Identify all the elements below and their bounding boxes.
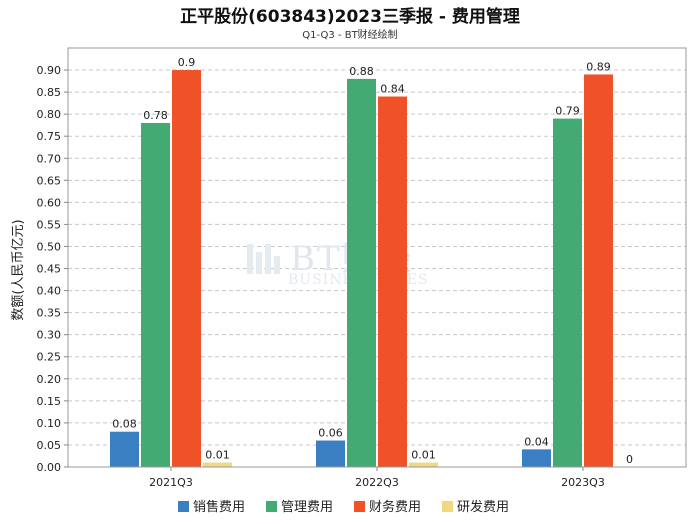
- x-tick-label: 2021Q3: [149, 476, 193, 489]
- y-tick-label: 0.65: [37, 174, 62, 187]
- bar: [409, 462, 438, 467]
- legend-label: 销售费用: [193, 499, 245, 515]
- data-label: 0.84: [380, 83, 405, 96]
- legend: 销售费用 管理费用 财务费用 研发费用: [178, 499, 509, 515]
- bar: [522, 449, 551, 467]
- bar: [110, 431, 139, 467]
- bar: [378, 96, 407, 467]
- watermark-logo-icon: [247, 244, 280, 274]
- y-tick-label: 0.30: [37, 329, 62, 342]
- data-label: 0.08: [112, 418, 137, 431]
- y-axis-ticks: 0.00 0.05 0.10 0.15 0.20 0.25 0.30 0.35 0.40 0.45…: [37, 64, 68, 474]
- bar: [316, 440, 345, 467]
- data-label: 0.89: [586, 60, 611, 73]
- bar: [203, 462, 232, 467]
- data-label: 0.88: [349, 65, 374, 78]
- y-tick-label: 0.80: [37, 108, 62, 121]
- y-tick-label: 0.90: [37, 64, 62, 77]
- y-tick-label: 0.45: [37, 263, 62, 276]
- data-label: 0.9: [178, 56, 196, 69]
- y-tick-label: 0.35: [37, 307, 62, 320]
- y-tick-label: 0.60: [37, 196, 62, 209]
- chart-subtitle: Q1-Q3 - BT财经绘制: [302, 28, 397, 41]
- y-tick-label: 0.55: [37, 218, 62, 231]
- bar: [584, 74, 613, 467]
- y-tick-label: 0.10: [37, 417, 62, 430]
- chart-title: 正平股份(603843)2023三季报 - 费用管理: [180, 6, 520, 27]
- data-label: 0.79: [555, 105, 580, 118]
- legend-label: 研发费用: [457, 499, 509, 515]
- y-tick-label: 0.40: [37, 285, 62, 298]
- data-label: 0.78: [143, 109, 168, 122]
- bar: [553, 118, 582, 467]
- y-tick-label: 0.70: [37, 152, 62, 165]
- data-label: 0.01: [205, 449, 230, 462]
- y-tick-label: 0.75: [37, 130, 62, 143]
- y-tick-label: 0.00: [37, 461, 62, 474]
- legend-label: 管理费用: [281, 500, 333, 515]
- x-tick-label: 2022Q3: [355, 476, 399, 489]
- bar: [172, 70, 201, 467]
- y-tick-label: 0.50: [37, 240, 62, 253]
- data-labels: 0.08 0.78 0.9 0.01 0.06 0.88 0.84 0.01 0.04 0.79 0…: [112, 56, 633, 466]
- y-tick-label: 0.15: [37, 395, 62, 408]
- data-label: 0.06: [318, 427, 343, 440]
- bar: [347, 78, 376, 467]
- x-axis-ticks: 2021Q3 2022Q3 2023Q3: [149, 467, 605, 489]
- x-tick-label: 2023Q3: [561, 476, 605, 489]
- y-tick-label: 0.05: [37, 439, 62, 452]
- bar: [141, 122, 170, 468]
- data-label: 0.01: [411, 449, 436, 462]
- data-label: 0.04: [524, 435, 549, 448]
- y-axis-label: 数额(人民币亿元): [11, 219, 26, 320]
- legend-swatch: [266, 501, 277, 512]
- y-tick-label: 0.85: [37, 86, 62, 99]
- legend-swatch: [178, 501, 189, 512]
- gridlines: [68, 69, 686, 446]
- y-tick-label: 0.20: [37, 373, 62, 386]
- legend-swatch: [442, 501, 453, 512]
- legend-label: 财务费用: [369, 499, 421, 515]
- data-label: 0: [626, 453, 633, 466]
- legend-swatch: [354, 501, 365, 512]
- y-tick-label: 0.25: [37, 351, 62, 364]
- bars: [110, 70, 613, 468]
